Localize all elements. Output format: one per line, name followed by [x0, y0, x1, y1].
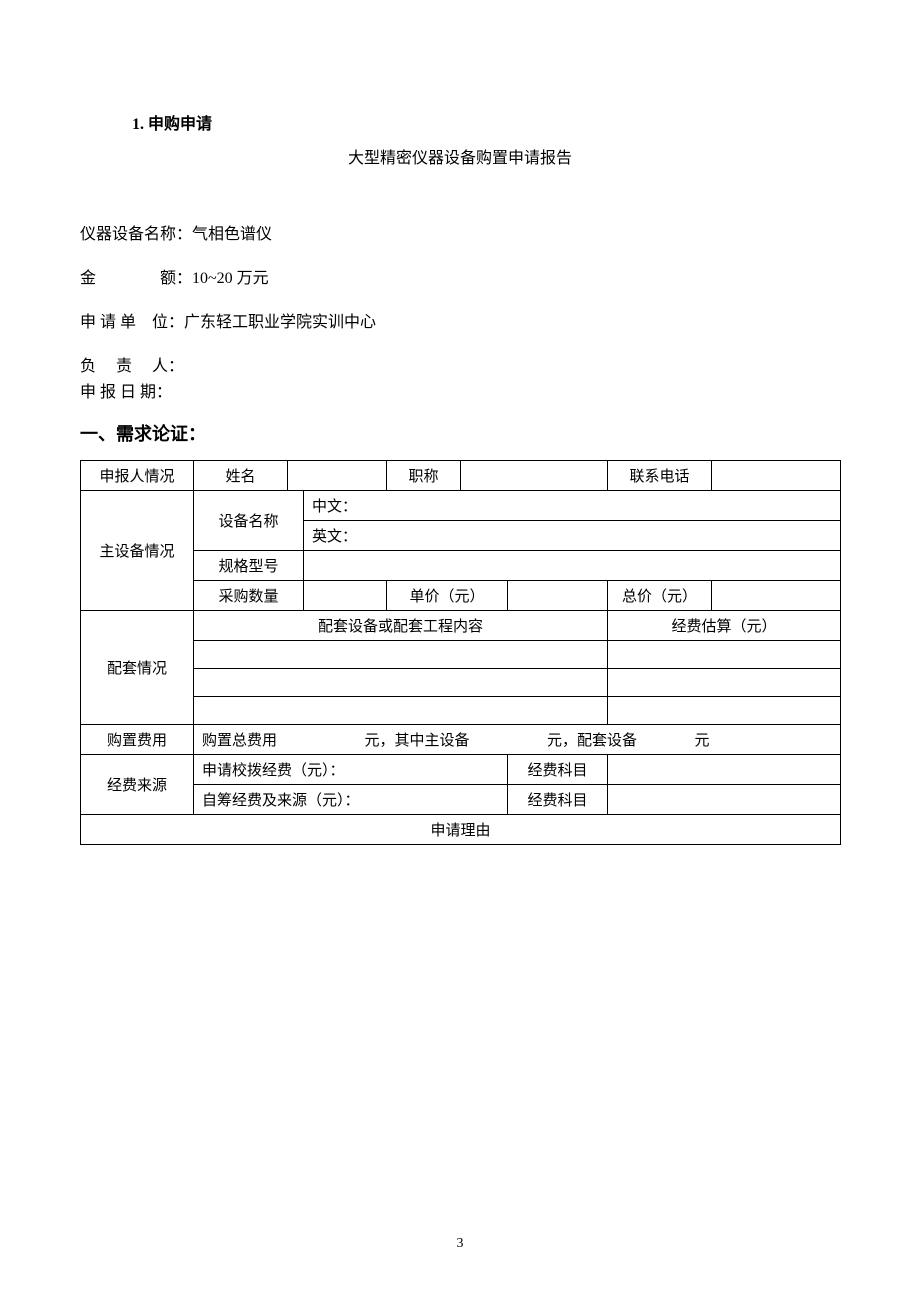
cell-accessory-row2-cost	[608, 669, 841, 697]
cell-english: 英文：	[304, 521, 841, 551]
device-name-value: 气相色谱仪	[192, 226, 272, 243]
heading-1: 1. 申购申请	[132, 110, 840, 134]
section-1-heading: 一、需求论证：	[80, 420, 840, 446]
cell-accessory-row1-cost	[608, 641, 841, 669]
cell-equip-name-label: 设备名称	[194, 491, 304, 551]
cell-title-value	[461, 461, 608, 491]
cell-qty-value	[304, 581, 387, 611]
cell-self-fund: 自筹经费及来源（元）：	[194, 785, 508, 815]
cell-reason: 申请理由	[81, 815, 841, 845]
cell-accessory-row3-content	[194, 697, 608, 725]
yuan-accessory: 元，配套设备	[547, 733, 637, 749]
cell-qty-label: 采购数量	[194, 581, 304, 611]
page-number: 3	[0, 1236, 920, 1252]
responsible-label: 负 责 人：	[80, 358, 184, 375]
yuan: 元	[695, 733, 710, 749]
purchase-total-label: 购置总费用	[202, 733, 277, 749]
cell-purchase-detail: 购置总费用 元，其中主设备 元，配套设备 元	[194, 725, 841, 755]
device-name-label: 仪器设备名称：	[80, 226, 192, 243]
cell-subject-value-2	[608, 785, 841, 815]
yuan-main: 元，其中主设备	[365, 733, 470, 749]
cell-accessory: 配套情况	[81, 611, 194, 725]
cell-chinese: 中文：	[304, 491, 841, 521]
applicant-unit-line: 申 请 单 位：广东轻工职业学院实训中心	[80, 308, 840, 332]
amount-value: 10~20 万元	[192, 270, 269, 287]
cell-school-fund: 申请校拨经费（元）：	[194, 755, 508, 785]
cell-phone-value	[712, 461, 841, 491]
cell-totalprice-value	[712, 581, 841, 611]
cell-totalprice-label: 总价（元）	[608, 581, 712, 611]
report-title: 大型精密仪器设备购置申请报告	[80, 144, 840, 168]
cell-purchase-cost: 购置费用	[81, 725, 194, 755]
cell-subject-label-1: 经费科目	[508, 755, 608, 785]
cell-subject-value-1	[608, 755, 841, 785]
cell-accessory-content-label: 配套设备或配套工程内容	[194, 611, 608, 641]
cell-spec-value	[304, 551, 841, 581]
report-date-label: 申 报 日 期：	[80, 384, 172, 401]
cell-unitprice-label: 单价（元）	[387, 581, 508, 611]
applicant-unit-label: 申 请 单 位：	[80, 314, 184, 331]
cell-phone-label: 联系电话	[608, 461, 712, 491]
cell-accessory-row2-content	[194, 669, 608, 697]
cell-accessory-row1-content	[194, 641, 608, 669]
cell-name-label: 姓名	[194, 461, 288, 491]
device-name-line: 仪器设备名称：气相色谱仪	[80, 220, 840, 244]
cell-fund-source: 经费来源	[81, 755, 194, 815]
cell-accessory-row3-cost	[608, 697, 841, 725]
responsible-line: 负 责 人：	[80, 352, 840, 376]
cell-unitprice-value	[508, 581, 608, 611]
cell-main-equip: 主设备情况	[81, 491, 194, 611]
amount-line: 金 额：10~20 万元	[80, 264, 840, 288]
cell-subject-label-2: 经费科目	[508, 785, 608, 815]
cell-cost-estimate-label: 经费估算（元）	[608, 611, 841, 641]
application-table: 申报人情况 姓名 职称 联系电话 主设备情况 设备名称 中文： 英文： 规格型号…	[80, 460, 841, 845]
cell-name-value	[288, 461, 387, 491]
cell-applicant-info: 申报人情况	[81, 461, 194, 491]
cell-spec-label: 规格型号	[194, 551, 304, 581]
applicant-unit-value: 广东轻工职业学院实训中心	[184, 314, 376, 331]
amount-label: 金 额：	[80, 270, 192, 287]
cell-title-label: 职称	[387, 461, 461, 491]
report-date-line: 申 报 日 期：	[80, 378, 840, 402]
